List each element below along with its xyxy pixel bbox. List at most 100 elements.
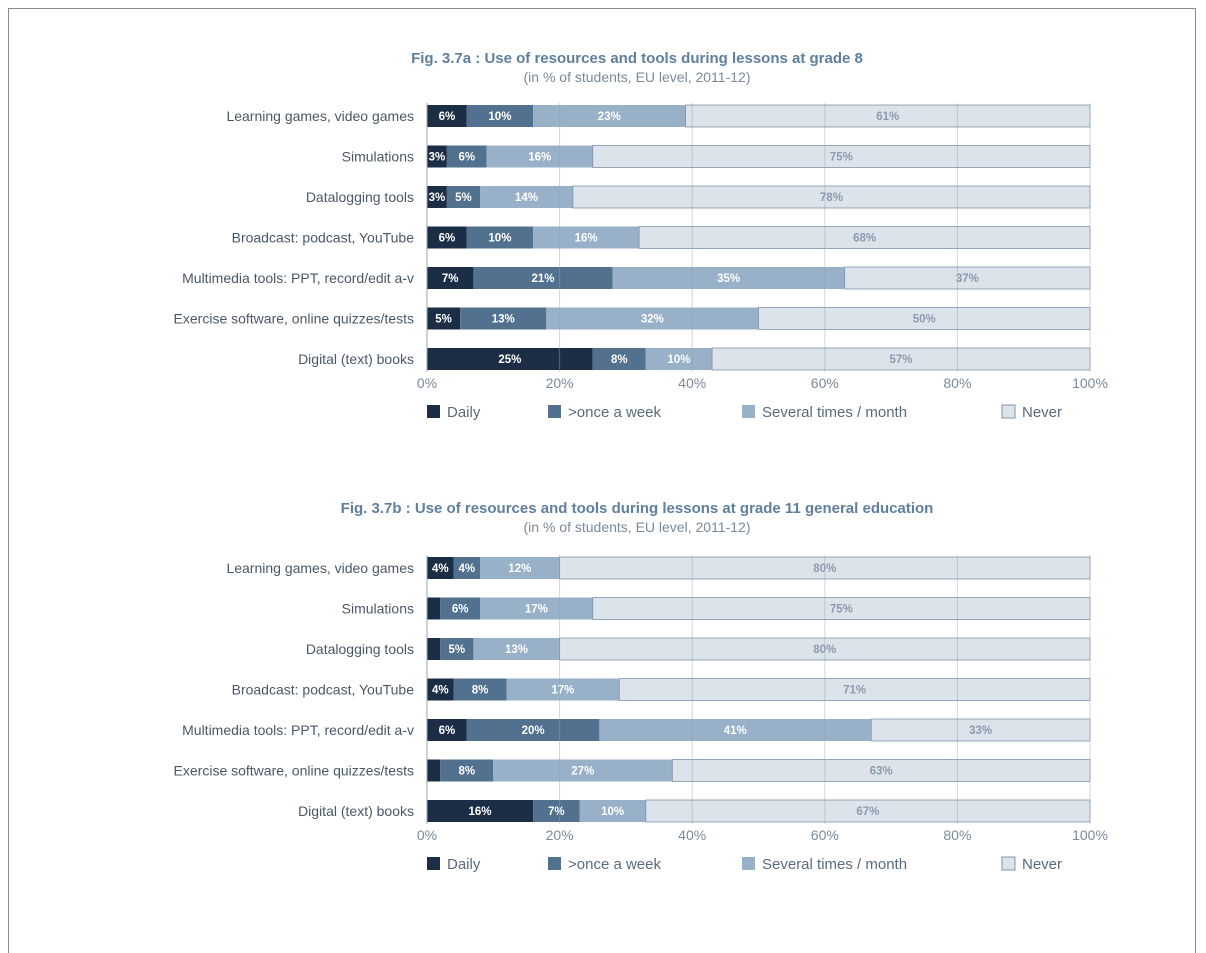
chart-b-bar-daily xyxy=(427,638,441,660)
chart-b-bar-weekly xyxy=(440,759,494,782)
chart-b-bar-monthly xyxy=(480,597,593,620)
chart-a-bar-never xyxy=(758,307,1091,330)
chart-b-x-tick-label: 40% xyxy=(678,827,706,843)
chart-b-bar-daily xyxy=(427,719,467,741)
chart-b-data-label: 41% xyxy=(724,725,747,737)
chart-b-bar-weekly xyxy=(440,597,481,620)
chart-a-data-label: 14% xyxy=(515,192,538,204)
chart-a-legend-swatch-monthly xyxy=(742,405,755,418)
chart-b-data-label: 6% xyxy=(452,604,469,616)
chart-b-subtitle: (in % of students, EU level, 2011-12) xyxy=(524,519,751,535)
chart-a-bar-monthly xyxy=(645,348,713,370)
chart-b-data-label: 12% xyxy=(508,563,531,575)
chart-a-bar-never xyxy=(711,347,1091,371)
chart-b-data-label: 8% xyxy=(472,685,489,697)
chart-a-bar-daily xyxy=(427,226,467,249)
chart-a-category-label: Datalogging tools xyxy=(306,189,414,205)
chart-a-legend-swatch-weekly xyxy=(548,405,561,418)
figure-frame xyxy=(8,8,1196,953)
chart-b-data-label: 20% xyxy=(522,725,545,737)
chart-a-bar-daily xyxy=(427,307,461,330)
chart-a-legend-swatch-daily xyxy=(427,405,440,418)
chart-a-bar-daily xyxy=(427,186,447,208)
chart-a-data-label: 10% xyxy=(488,111,511,123)
chart-a-data-label: 75% xyxy=(830,152,853,164)
chart-a-data-label: 35% xyxy=(717,273,740,285)
chart-a-bar-weekly xyxy=(592,348,646,370)
chart-a-bar-monthly xyxy=(533,226,640,249)
chart-b-bar-never xyxy=(592,597,1091,620)
chart-b-bar-monthly xyxy=(493,759,673,782)
chart-a-bar-weekly xyxy=(446,186,481,208)
chart-a-data-label: 57% xyxy=(890,354,913,366)
chart-a-bar-weekly xyxy=(466,226,534,249)
chart-a-category-label: Broadcast: podcast, YouTube xyxy=(232,230,415,246)
chart-b-bar-never xyxy=(559,556,1091,580)
chart-b-data-label: 4% xyxy=(432,685,449,697)
chart-b-data-label: 67% xyxy=(856,806,879,818)
chart-a-bar-monthly xyxy=(480,186,573,208)
chart-b-bar-monthly xyxy=(506,678,620,701)
chart-b-legend-label-weekly: >once a week xyxy=(568,856,661,873)
chart-a-bar-never xyxy=(685,104,1091,128)
chart-a-data-label: 7% xyxy=(442,273,459,285)
chart-a-category-label: Learning games, video games xyxy=(226,108,414,124)
chart-b-data-label: 6% xyxy=(439,725,456,737)
chart-b-data-label: 63% xyxy=(870,766,893,778)
chart-a-x-tick-label: 40% xyxy=(678,375,706,391)
chart-a-bar-daily xyxy=(427,105,467,127)
chart-b-bar-weekly xyxy=(533,800,580,822)
chart-a-legend-swatch-never xyxy=(1001,404,1016,419)
chart-a-data-label: 3% xyxy=(429,152,446,164)
chart-b-category-label: Multimedia tools: PPT, record/edit a-v xyxy=(182,722,414,738)
chart-a-bar-daily xyxy=(427,145,447,168)
chart-b-data-label: 17% xyxy=(525,604,548,616)
chart-a-bar-daily xyxy=(427,267,474,289)
chart-b-data-label: 10% xyxy=(601,806,624,818)
chart-b-bar-never xyxy=(671,759,1091,782)
chart-a-data-label: 25% xyxy=(498,354,521,366)
chart-b-title: Fig. 3.7b : Use of resources and tools d… xyxy=(341,500,934,517)
chart-b-bar-monthly xyxy=(599,719,872,741)
chart-a-bar-never xyxy=(592,145,1091,168)
chart-a-data-label: 37% xyxy=(956,273,979,285)
chart-b-legend-swatch-never xyxy=(1001,856,1016,871)
chart-b-legend-label-never: Never xyxy=(1022,856,1062,873)
chart-b-bar-never xyxy=(645,799,1091,823)
chart-a-data-label: 5% xyxy=(435,314,452,326)
chart-b-bar-daily xyxy=(427,800,534,822)
chart-b-data-label: 27% xyxy=(571,766,594,778)
chart-b-legend-label-daily: Daily xyxy=(447,856,481,873)
chart-a-data-label: 68% xyxy=(853,233,876,245)
chart-b-bar-weekly xyxy=(440,638,474,660)
chart-a-bar-never xyxy=(572,185,1091,209)
chart-b-bar-never xyxy=(618,678,1091,701)
chart-b-x-tick-label: 0% xyxy=(417,827,437,843)
chart-a-data-label: 10% xyxy=(667,354,690,366)
chart-b-data-label: 13% xyxy=(505,644,528,656)
chart-a-title: Fig. 3.7a : Use of resources and tools d… xyxy=(411,50,863,67)
chart-b-x-tick-label: 20% xyxy=(546,827,574,843)
chart-a-data-label: 32% xyxy=(641,314,664,326)
chart-b-data-label: 4% xyxy=(458,563,475,575)
chart-a-legend-label-daily: Daily xyxy=(447,404,481,421)
chart-a-data-label: 8% xyxy=(611,354,628,366)
chart-a-legend-label-monthly: Several times / month xyxy=(762,404,907,421)
chart-b-bar-weekly xyxy=(453,678,507,701)
chart-b-bar-daily xyxy=(427,678,454,701)
chart-a-x-tick-label: 80% xyxy=(943,375,971,391)
chart-b-bar-never xyxy=(870,718,1091,742)
chart-b-bar-weekly xyxy=(453,557,481,579)
chart-a-data-label: 21% xyxy=(532,273,555,285)
chart-a-data-label: 5% xyxy=(455,192,472,204)
chart-a-bar-never xyxy=(844,266,1091,290)
chart-b-data-label: 4% xyxy=(432,563,449,575)
chart-b-data-label: 8% xyxy=(458,766,475,778)
chart-a-data-label: 23% xyxy=(598,111,621,123)
chart-b-data-label: 75% xyxy=(830,604,853,616)
chart-b-data-label: 16% xyxy=(469,806,492,818)
chart-b-category-label: Digital (text) books xyxy=(298,803,414,819)
chart-a-plot: Learning games, video games 6% 10% 23% 61% Si… xyxy=(174,103,1108,421)
chart-a-bar-monthly xyxy=(612,267,845,289)
